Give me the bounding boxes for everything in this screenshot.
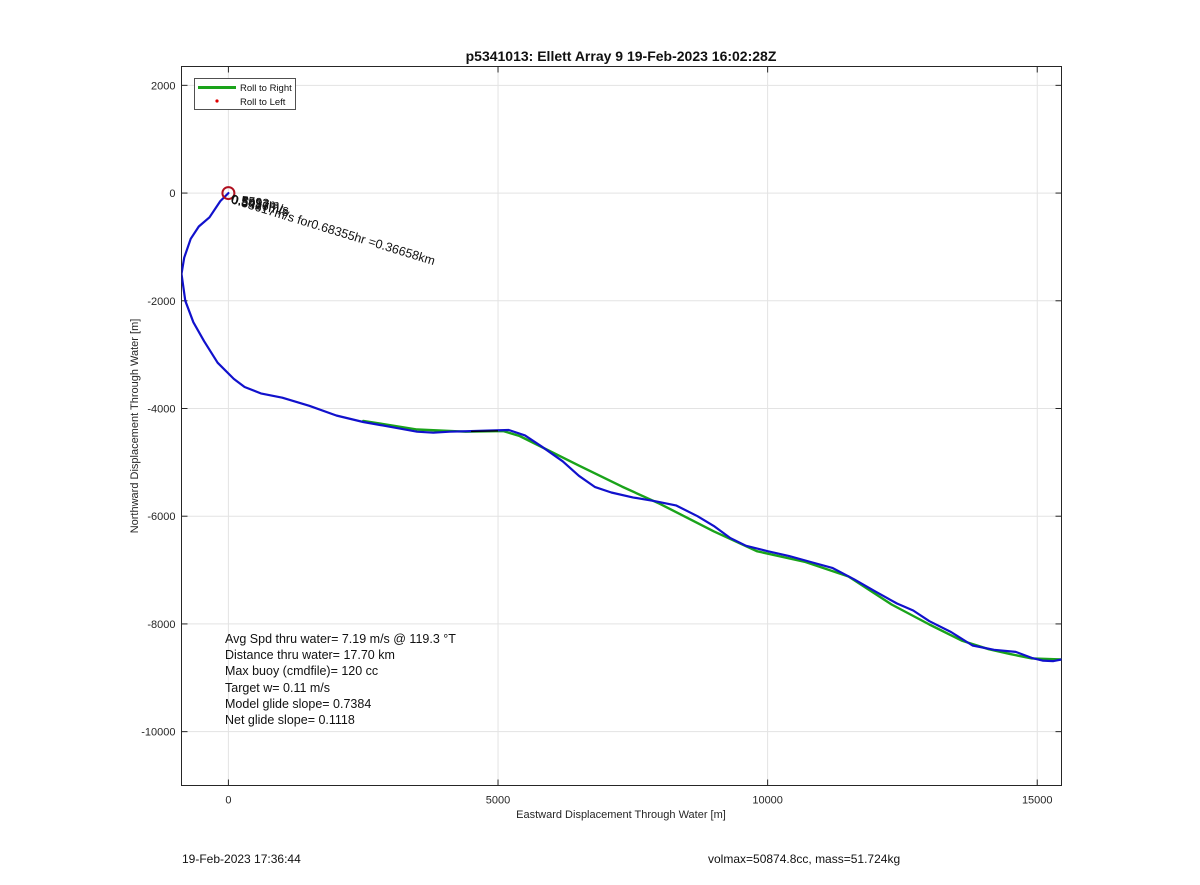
legend-box <box>194 78 296 110</box>
y-tick-label: -4000 <box>147 403 175 415</box>
x-tick-label: 15000 <box>1022 795 1053 807</box>
current-leg <box>471 430 499 432</box>
x-axis-label: Eastward Displacement Through Water [m] <box>516 809 726 821</box>
annotation-label: 0.5593m <box>230 192 280 212</box>
plot-frame <box>181 66 1062 786</box>
y-tick-label: -8000 <box>147 619 175 631</box>
annotation-layer: 0.53617m/s for0.68355hr =0.36658km0.5417… <box>230 192 437 268</box>
legend: Roll to Right Roll to Left <box>194 78 296 110</box>
series-track <box>181 192 1062 663</box>
grid <box>181 66 1062 786</box>
chart-title: p5341013: Ellett Array 9 19-Feb-2023 16:… <box>466 48 777 64</box>
series-clip-group <box>181 186 1062 663</box>
x-tick-label: 10000 <box>752 795 783 807</box>
start-marker <box>221 186 236 201</box>
y-tick-label: -6000 <box>147 511 175 523</box>
legend-dot-roll-left <box>215 99 219 103</box>
y-tick-label: -2000 <box>147 296 175 308</box>
stat-net-glide: Net glide slope= 0.1118 <box>225 713 355 727</box>
stat-max-buoy: Max buoy (cmdfile)= 120 cc <box>225 664 378 678</box>
x-tick-label: 5000 <box>486 795 510 807</box>
y-tick-label: -10000 <box>141 727 175 739</box>
y-tick-label: 0 <box>169 188 175 200</box>
tick-labels: 0 5000 10000 1500020000-2000-4000-6000-8000… <box>141 80 1052 806</box>
stat-distance: Distance thru water= 17.70 km <box>225 648 395 662</box>
stat-model-glide: Model glide slope= 0.7384 <box>225 697 371 711</box>
x-tick-label: 0 <box>225 795 231 807</box>
series-layer <box>181 186 1062 663</box>
stat-target-w: Target w= 0.11 m/s <box>225 681 330 695</box>
legend-label-roll-right: Roll to Right <box>240 83 292 94</box>
footer-volmax-mass: volmax=50874.8cc, mass=51.724kg <box>708 852 901 866</box>
stats-block: Avg Spd thru water= 7.19 m/s @ 119.3 °T … <box>225 632 456 727</box>
footer-timestamp: 19-Feb-2023 17:36:44 <box>182 852 301 866</box>
tick-marks <box>181 66 1062 786</box>
legend-label-roll-left: Roll to Left <box>240 97 286 108</box>
y-tick-label: 2000 <box>151 80 175 92</box>
y-axis-label: Northward Displacement Through Water [m] <box>129 319 141 534</box>
stat-avg-speed: Avg Spd thru water= 7.19 m/s @ 119.3 °T <box>225 632 456 646</box>
